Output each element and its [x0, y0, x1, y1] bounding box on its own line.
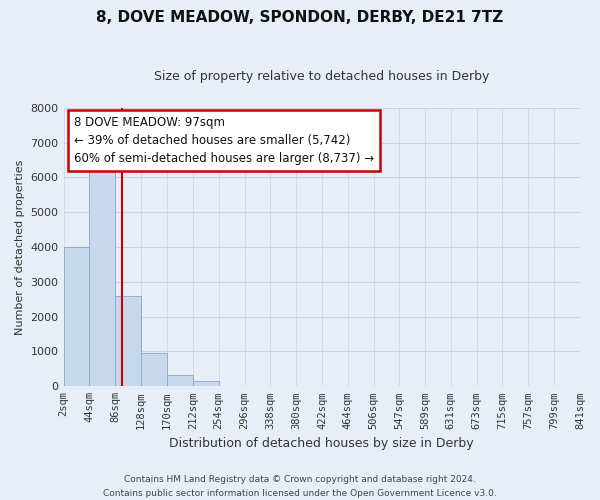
Y-axis label: Number of detached properties: Number of detached properties — [15, 160, 25, 334]
Bar — [89, 156, 115, 386]
Bar — [141, 352, 167, 386]
Bar — [64, 247, 89, 386]
Text: Contains HM Land Registry data © Crown copyright and database right 2024.
Contai: Contains HM Land Registry data © Crown c… — [103, 476, 497, 498]
Text: 8, DOVE MEADOW, SPONDON, DERBY, DE21 7TZ: 8, DOVE MEADOW, SPONDON, DERBY, DE21 7TZ — [97, 10, 503, 25]
Bar — [115, 296, 141, 386]
Title: Size of property relative to detached houses in Derby: Size of property relative to detached ho… — [154, 70, 490, 83]
Text: 8 DOVE MEADOW: 97sqm
← 39% of detached houses are smaller (5,742)
60% of semi-de: 8 DOVE MEADOW: 97sqm ← 39% of detached h… — [74, 116, 374, 165]
X-axis label: Distribution of detached houses by size in Derby: Distribution of detached houses by size … — [169, 437, 474, 450]
Bar — [193, 382, 218, 386]
Bar — [167, 375, 193, 386]
